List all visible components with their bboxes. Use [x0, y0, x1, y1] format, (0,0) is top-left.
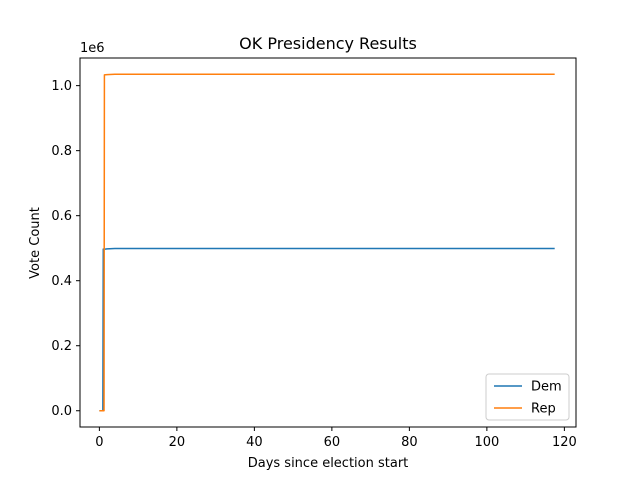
plot-frame [79, 57, 577, 428]
y-axis-ticks: 0.0 0.2 0.4 0.6 0.8 1.0 [51, 79, 80, 419]
chart-title: OK Presidency Results [239, 34, 417, 53]
legend: Dem Rep [485, 373, 570, 421]
x-tick-label: 100 [474, 435, 499, 450]
y-tick-label: 1.0 [51, 79, 72, 94]
x-tick-label: 120 [552, 435, 577, 450]
legend-label-dem: Dem [531, 380, 562, 395]
y-tick-label: 0.2 [51, 339, 72, 354]
x-tick-label: 40 [246, 435, 263, 450]
y-axis-label: Vote Count [28, 207, 43, 279]
y-tick-label: 0.8 [51, 144, 72, 159]
x-axis-label: Days since election start [248, 456, 409, 471]
x-tick-label: 60 [324, 435, 341, 450]
x-axis-ticks: 0 20 40 60 80 100 120 [95, 427, 577, 450]
y-tick-label: 0.0 [51, 404, 72, 419]
legend-label-rep: Rep [531, 402, 556, 417]
x-tick-label: 20 [169, 435, 186, 450]
x-tick-label: 80 [401, 435, 418, 450]
x-tick-label: 0 [95, 435, 103, 450]
y-offset-label: 1e6 [80, 41, 105, 56]
series-line-rep [99, 73, 555, 412]
series-line-dem [99, 247, 555, 412]
y-tick-label: 0.6 [51, 209, 72, 224]
plot-lines [99, 73, 555, 412]
y-tick-label: 0.4 [51, 274, 72, 289]
